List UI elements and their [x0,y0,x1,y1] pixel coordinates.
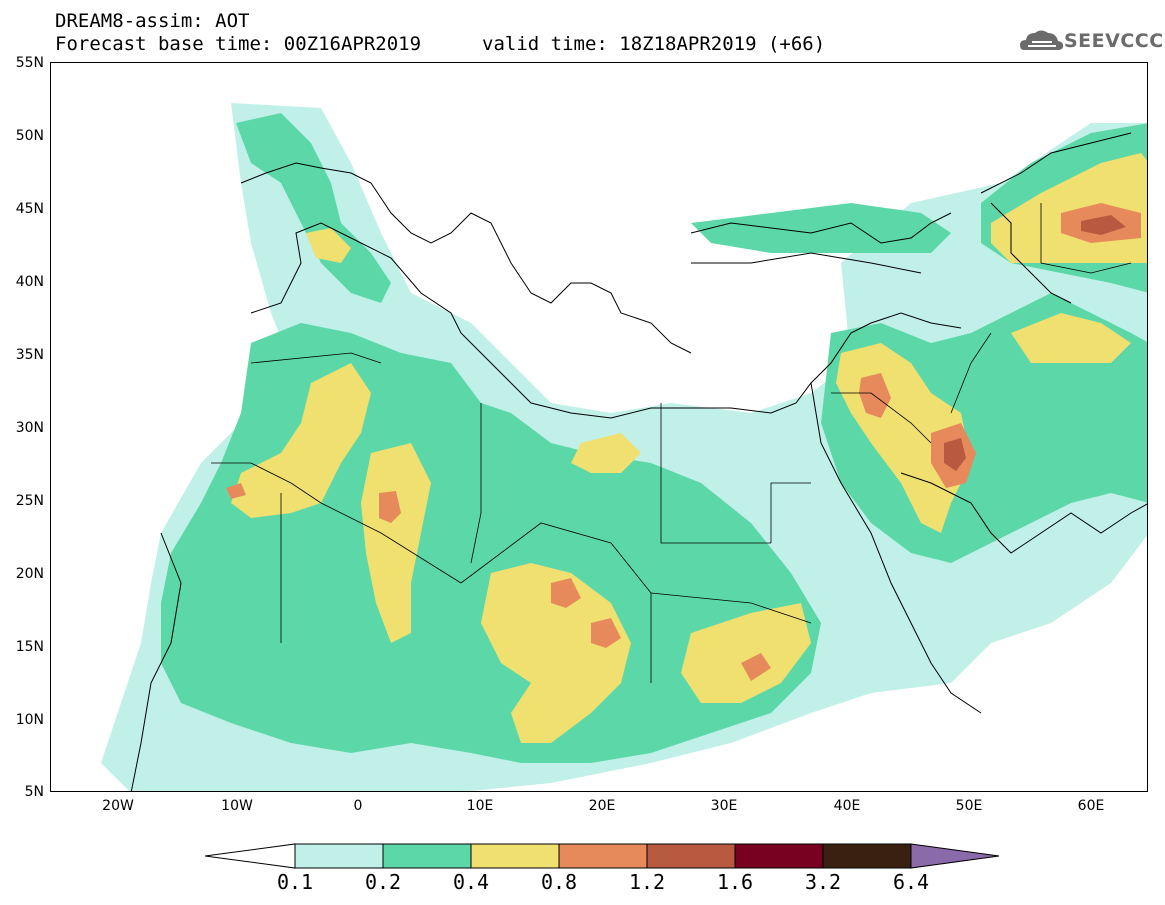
lon-label-60e: 60E [1077,798,1105,814]
colorbar-label-1.6: 1.6 [716,870,754,894]
aot-contour-0.4-sudan [681,603,811,703]
colorbar-label-3.2: 3.2 [804,870,842,894]
map-area [50,62,1148,792]
colorbar-label-0.4: 0.4 [452,870,490,894]
aot-contour-0.2-black-sea [691,203,951,253]
colorbar-arrow-right [910,843,1000,869]
aot-contour-0.8-algeria [379,491,401,523]
lat-label-10n: 10N [15,712,44,728]
coastlines [130,132,1147,791]
aot-contour-0.4-algeria [361,443,431,643]
colorbar-label-0.8: 0.8 [540,870,578,894]
lat-label-25n: 25N [15,493,44,509]
aot-contour-0.4-chad [481,563,631,743]
aot-contour-0.8-chad-east [591,618,621,648]
lat-label-50n: 50N [15,128,44,144]
aot-contour-1.2-caspian [1081,215,1126,235]
aot-contour-0.4-libya [571,433,641,473]
map-title: DREAM8-assim: AOT [55,10,250,32]
aot-contour-0.4-iran [1011,313,1131,363]
lon-label-10e: 10E [466,798,494,814]
lon-label-20w: 20W [102,798,134,814]
lat-label-40n: 40N [15,274,44,290]
lon-label-0: 0 [353,798,363,814]
aot-contour-0.8-chad [551,578,581,608]
lat-label-45n: 45N [15,201,44,217]
colorbar-swatch-1.6 [734,843,824,869]
colorbar-label-0.1: 0.1 [276,870,314,894]
aot-contour-0.2-iberia [236,113,391,303]
aot-field [101,103,1147,791]
lon-label-20e: 20E [588,798,616,814]
colorbar-swatch-3.2 [822,843,912,869]
colorbar-swatch-1.2 [646,843,736,869]
lat-label-30n: 30N [15,420,44,436]
lon-label-40e: 40E [833,798,861,814]
borders [211,203,1132,683]
aot-contour-0.4-iberia [306,228,351,263]
lon-label-30e: 30E [710,798,738,814]
aot-contour-0.4-morocco [231,363,371,518]
cloud-icon [1020,30,1064,50]
aot-contour-0.8-morocco [226,483,246,499]
lon-label-50e: 50E [955,798,983,814]
colorbar [205,843,1000,869]
lat-label-15n: 15N [15,639,44,655]
colorbar-swatch-0.8 [558,843,648,869]
lon-label-10w: 10W [221,798,253,814]
colorbar-swatch-0.1 [294,843,384,869]
lat-label-20n: 20N [15,566,44,582]
logo-text: SEEVCCC [1064,30,1164,52]
colorbar-swatch-0.4 [470,843,560,869]
valid-time: valid time: 18Z18APR2019 (+66) [482,33,826,55]
colorbar-label-1.2: 1.2 [628,870,666,894]
lat-label-35n: 35N [15,347,44,363]
colorbar-label-6.4: 6.4 [892,870,930,894]
aot-shading [101,103,1147,791]
colorbar-swatch-0.2 [382,843,472,869]
colorbar-label-0.2: 0.2 [364,870,402,894]
colorbar-arrow-left [205,843,296,869]
forecast-base-time: Forecast base time: 00Z16APR2019 [55,33,422,55]
aot-contour-0.8-sudan [741,653,771,681]
aot-contour-1.2-gulf [944,438,966,471]
lat-label-5n: 5N [24,784,44,800]
lat-label-55n: 55N [15,55,44,71]
